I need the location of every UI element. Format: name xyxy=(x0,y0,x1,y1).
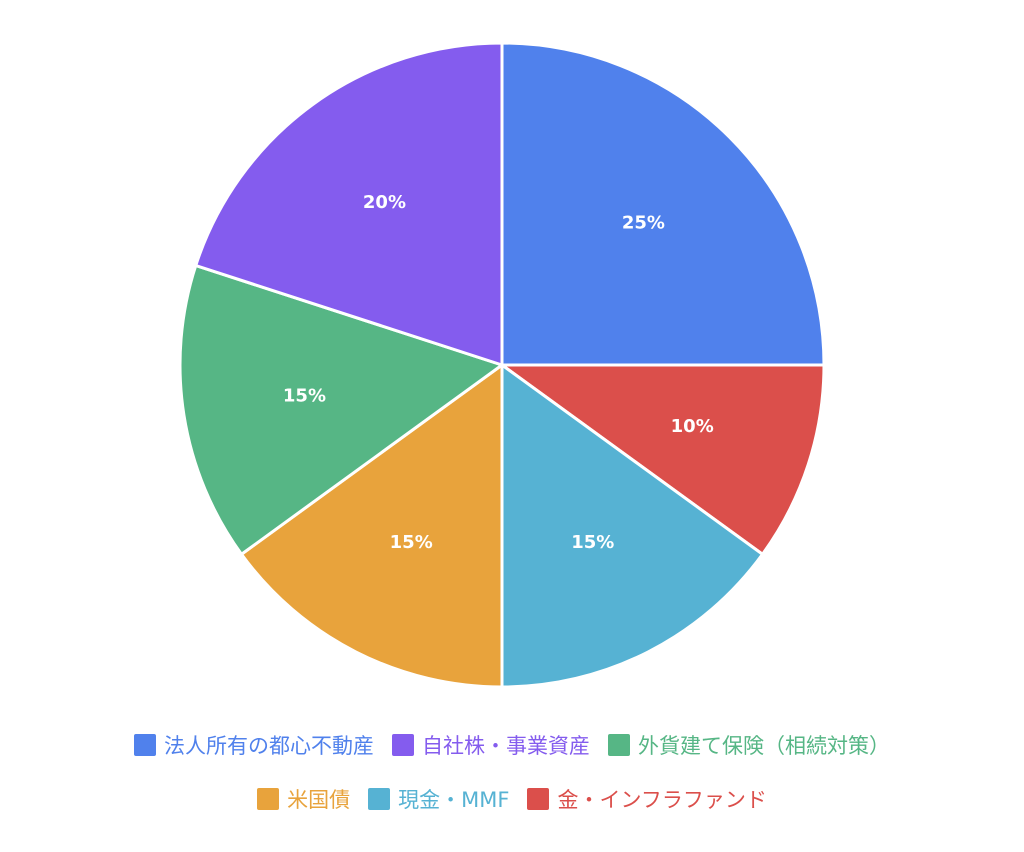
legend-item[interactable]: 米国債 xyxy=(257,784,350,814)
legend-row-2: 米国債 現金・MMF 金・インフラファンド xyxy=(0,784,1024,814)
pie-slice-3 xyxy=(500,362,765,689)
legend-item[interactable]: 現金・MMF xyxy=(368,784,509,814)
legend-label: 外貨建て保険（相続対策） xyxy=(638,734,890,758)
legend-item[interactable]: 外貨建て保険（相続対策） xyxy=(608,730,890,760)
legend-label: 米国債 xyxy=(287,788,351,812)
legend-item[interactable]: 金・インフラファンド xyxy=(527,784,767,814)
legend-label: 金・インフラファンド xyxy=(557,788,767,812)
pie-slice-5 xyxy=(178,263,506,557)
pie-slice-value-label: 10% xyxy=(671,416,714,437)
legend-swatch xyxy=(392,734,414,756)
pie-slice-6 xyxy=(193,41,504,368)
legend-label: 法人所有の都心不動産 xyxy=(164,734,374,758)
pie-slice-labels: 25% 10% 15% 15% 15% 20% xyxy=(283,192,714,553)
pie-slice-value-label: 15% xyxy=(283,385,326,406)
legend-swatch xyxy=(134,734,156,756)
legend-label: 現金・MMF xyxy=(398,788,510,812)
legend-item[interactable]: 法人所有の都心不動産 xyxy=(134,730,374,760)
pie-slices xyxy=(178,41,826,689)
pie-slice-value-label: 15% xyxy=(390,532,433,553)
legend-swatch xyxy=(257,788,280,810)
pie-slice-value-label: 25% xyxy=(622,213,665,234)
pie-slice-1 xyxy=(500,41,826,367)
pie-slice-2 xyxy=(497,363,826,557)
pie-slice-value-label: 20% xyxy=(363,192,406,213)
legend-swatch xyxy=(608,734,630,756)
pie-slice-4 xyxy=(239,362,504,689)
legend-item[interactable]: 自社株・事業資産 xyxy=(392,730,590,760)
legend-label: 自社株・事業資産 xyxy=(422,734,590,758)
pie-slice-value-label: 15% xyxy=(571,532,614,553)
legend-row-1: 法人所有の都心不動産 自社株・事業資産 外貨建て保険（相続対策） xyxy=(0,730,1024,760)
legend-swatch xyxy=(368,788,391,810)
legend-swatch xyxy=(527,788,550,810)
